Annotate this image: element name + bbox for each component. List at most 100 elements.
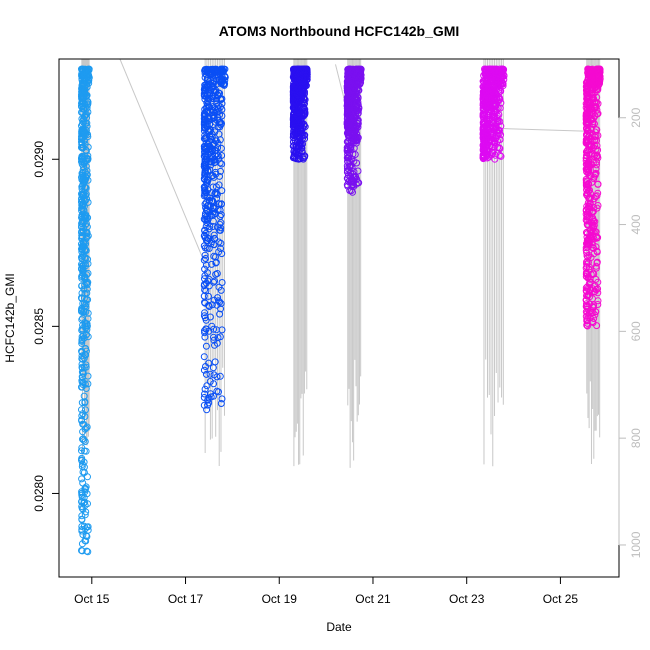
data-point [583,130,591,138]
series-points [343,65,365,196]
series-points [78,65,93,556]
data-point [79,267,87,275]
data-point [81,140,89,148]
data-point [81,212,89,220]
data-point [593,83,600,91]
data-point [489,132,497,139]
data-point [200,312,208,320]
data-point [81,275,89,283]
data-point [499,65,507,73]
x-tick-label: Oct 15 [74,592,110,606]
data-point [347,87,355,95]
data-point [487,91,495,99]
data-point [593,322,601,330]
data-point [210,78,218,86]
data-point [496,151,504,159]
data-point [481,144,488,152]
data-points [78,65,604,556]
data-point [204,401,212,409]
data-point [217,80,225,88]
data-point [78,454,86,462]
data-point [201,251,209,259]
data-point [590,175,598,183]
data-point [594,180,602,188]
data-point [593,110,601,118]
data-point [78,475,86,483]
y2-tick-label: 200 [629,107,643,127]
data-point [585,72,593,80]
data-point [78,160,86,168]
data-point [79,321,87,329]
data-point [591,142,599,150]
data-point [348,164,356,172]
x-tick-label: Oct 25 [543,592,579,606]
data-point [209,111,217,119]
data-point [482,87,490,95]
data-point [483,75,491,83]
data-point [595,81,602,89]
data-point [79,252,86,260]
data-point [354,79,362,87]
data-point [345,94,353,102]
data-point [352,95,360,103]
data-point [482,94,490,102]
data-point [487,151,495,159]
data-point [202,133,210,141]
data-point [343,146,351,153]
data-point [292,86,300,94]
data-point [595,70,603,78]
data-point [206,378,214,385]
data-point [355,65,363,73]
data-point [588,93,596,101]
data-point [486,66,494,74]
data-point [210,333,217,341]
data-point [205,225,213,233]
data-point [81,488,89,496]
data-point [584,124,592,132]
data-point [82,345,89,353]
data-point [298,127,305,135]
data-point [81,399,89,407]
data-point [495,94,503,101]
data-point [583,263,591,271]
data-point [83,331,90,338]
series-points [289,65,311,163]
data-point [299,131,307,139]
data-point [594,100,602,108]
data-point [205,292,212,300]
data-point [81,183,89,191]
data-point [201,74,209,81]
data-point [216,372,224,380]
y2-tick-label: 600 [629,321,643,341]
data-point [207,146,215,154]
data-point [206,66,214,74]
data-point [350,70,358,78]
data-point [585,105,593,113]
data-point [81,131,89,139]
data-point [83,79,91,86]
data-point [590,250,598,258]
data-point [78,295,86,302]
data-point [590,195,598,203]
data-point [212,326,220,334]
x-tick-label: Oct 19 [262,592,298,606]
data-point [213,373,221,381]
data-point [78,255,86,263]
data-point [205,282,213,290]
data-point [202,316,210,324]
data-point [583,258,590,266]
data-point [78,489,86,497]
data-point [492,75,500,83]
data-point [215,181,223,189]
data-point [210,139,218,147]
data-point [594,297,602,305]
data-point [84,65,92,73]
data-point [202,210,209,218]
series-points [479,65,508,163]
data-point [204,176,212,184]
data-point [357,71,365,79]
data-point [216,172,223,180]
data-point [78,352,86,360]
data-point [83,68,91,76]
pressure-connector [499,127,584,132]
